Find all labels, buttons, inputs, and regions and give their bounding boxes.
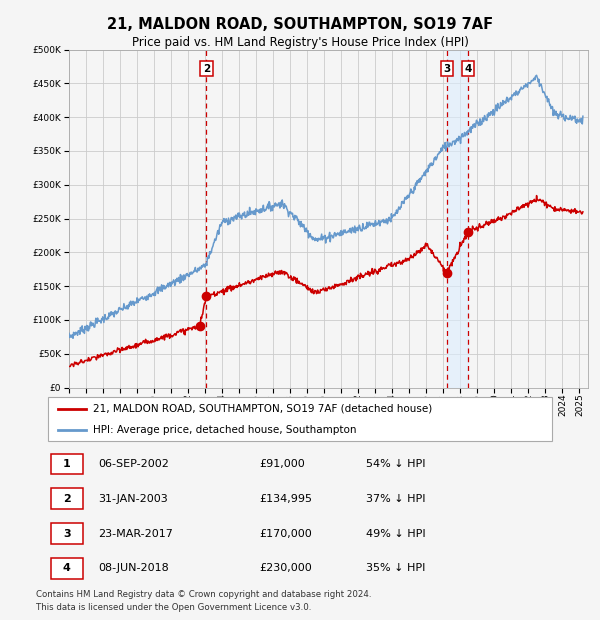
Text: Contains HM Land Registry data © Crown copyright and database right 2024.: Contains HM Land Registry data © Crown c…: [36, 590, 371, 600]
Text: Price paid vs. HM Land Registry's House Price Index (HPI): Price paid vs. HM Land Registry's House …: [131, 36, 469, 49]
Text: 35% ↓ HPI: 35% ↓ HPI: [365, 564, 425, 574]
Text: 21, MALDON ROAD, SOUTHAMPTON, SO19 7AF: 21, MALDON ROAD, SOUTHAMPTON, SO19 7AF: [107, 17, 493, 32]
Text: 3: 3: [63, 529, 71, 539]
Text: 06-SEP-2002: 06-SEP-2002: [98, 459, 169, 469]
Text: 2: 2: [63, 494, 71, 503]
Text: HPI: Average price, detached house, Southampton: HPI: Average price, detached house, Sout…: [94, 425, 357, 435]
FancyBboxPatch shape: [50, 558, 83, 578]
Text: £134,995: £134,995: [260, 494, 313, 503]
Text: 2: 2: [203, 63, 210, 74]
Text: 08-JUN-2018: 08-JUN-2018: [98, 564, 169, 574]
FancyBboxPatch shape: [50, 454, 83, 474]
Text: 54% ↓ HPI: 54% ↓ HPI: [365, 459, 425, 469]
FancyBboxPatch shape: [48, 397, 552, 441]
Text: £230,000: £230,000: [260, 564, 313, 574]
Text: 37% ↓ HPI: 37% ↓ HPI: [365, 494, 425, 503]
FancyBboxPatch shape: [50, 523, 83, 544]
Text: £170,000: £170,000: [260, 529, 313, 539]
Text: 23-MAR-2017: 23-MAR-2017: [98, 529, 173, 539]
Text: 49% ↓ HPI: 49% ↓ HPI: [365, 529, 425, 539]
Text: £91,000: £91,000: [260, 459, 305, 469]
Text: 1: 1: [63, 459, 71, 469]
Text: 4: 4: [63, 564, 71, 574]
Text: 3: 3: [443, 63, 451, 74]
Text: 31-JAN-2003: 31-JAN-2003: [98, 494, 168, 503]
Text: 4: 4: [464, 63, 472, 74]
Text: This data is licensed under the Open Government Licence v3.0.: This data is licensed under the Open Gov…: [36, 603, 311, 612]
FancyBboxPatch shape: [50, 489, 83, 509]
Text: 21, MALDON ROAD, SOUTHAMPTON, SO19 7AF (detached house): 21, MALDON ROAD, SOUTHAMPTON, SO19 7AF (…: [94, 404, 433, 414]
Bar: [447, 50, 468, 388]
